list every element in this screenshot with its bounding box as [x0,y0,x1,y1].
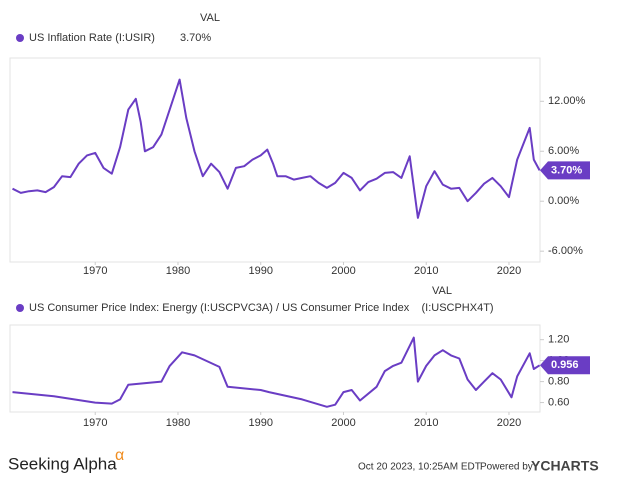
timestamp: Oct 20 2023, 10:25AM EDT. [358,462,483,473]
legend-label: US Inflation Rate (I:USIR) [29,32,155,44]
x-tick-label: 2000 [331,417,355,429]
value-flag-label: 3.70% [551,164,582,176]
legend-dot [16,34,24,42]
provider: YCHARTS [531,458,599,474]
value-flag [540,356,590,375]
x-tick-label: 1980 [166,417,190,429]
x-tick-label: 1990 [248,265,272,277]
plot-frame [9,324,541,413]
y-tick-label: 6.00% [548,145,579,157]
brand: Seeking Alpha [8,454,117,473]
x-tick-label: 1980 [166,265,190,277]
value-flag [540,161,590,180]
plot-frame [9,57,541,263]
value-header: VAL [200,12,220,24]
x-tick-label: 1970 [83,265,107,277]
y-tick-label: -6.00% [548,245,583,257]
x-tick-label: 2000 [331,265,355,277]
line [12,336,541,408]
value-flag-label: 0.956 [551,359,579,371]
line [12,78,541,219]
y-tick-label: 0.60 [548,396,569,408]
x-tick-label: 1970 [83,417,107,429]
x-tick-label: 2010 [414,265,438,277]
x-tick-label: 1990 [248,417,272,429]
legend-value: 3.70% [180,32,211,44]
value-header: VAL [432,285,452,297]
y-tick-label: 12.00% [548,95,586,107]
x-tick-label: 2020 [497,417,521,429]
brand-mark: α [115,447,124,464]
legend-label: US Consumer Price Index: Energy (I:USCPV… [29,302,494,314]
legend-dot [16,304,24,312]
x-tick-label: 2010 [414,417,438,429]
y-tick-label: 1.20 [548,334,569,346]
y-tick-label: 0.00% [548,195,579,207]
x-tick-label: 2020 [497,265,521,277]
y-tick-label: 0.80 [548,376,569,388]
powered-by: Powered by [480,462,533,473]
